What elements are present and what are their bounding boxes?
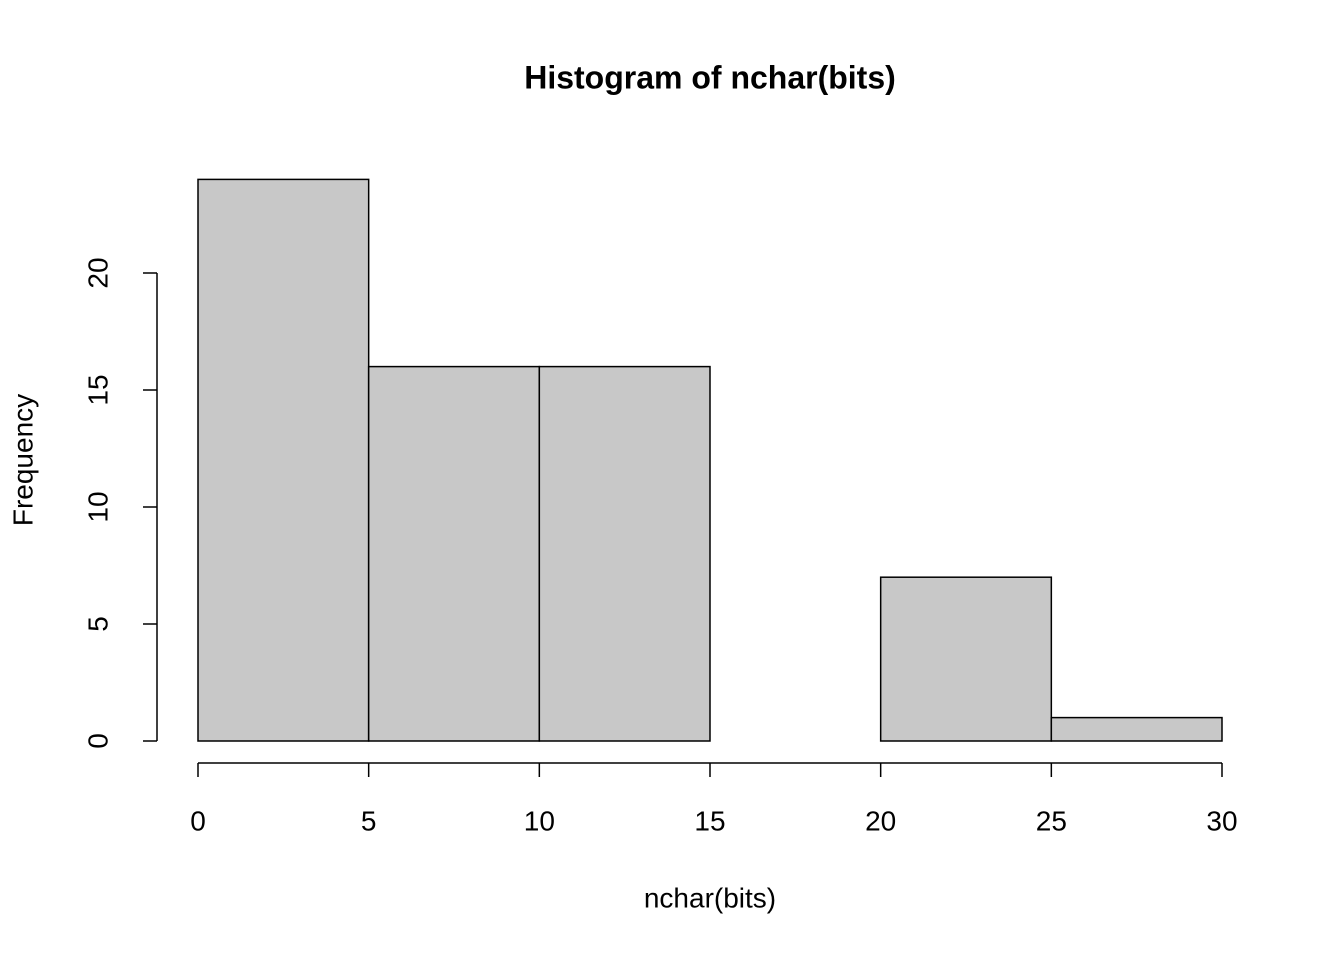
x-axis-label: nchar(bits) [644,882,776,913]
x-tick-label: 0 [190,805,206,836]
x-tick-label: 30 [1206,805,1237,836]
bar [367,365,541,742]
y-tick-label: 10 [82,491,113,522]
bar [197,178,370,742]
x-tick-label: 15 [694,805,725,836]
x-tick-label: 20 [865,805,896,836]
y-tick-label: 5 [82,616,113,632]
y-tick-label: 20 [82,257,113,288]
bar [879,576,1053,742]
y-tick-label: 15 [82,374,113,405]
x-tick-label: 5 [361,805,377,836]
y-axis-label: Frequency [7,394,38,526]
bar [1050,716,1223,742]
x-tick-label: 25 [1036,805,1067,836]
x-tick-label: 10 [524,805,555,836]
y-tick-label: 0 [82,733,113,749]
bar [538,365,711,742]
chart-title: Histogram of nchar(bits) [524,59,896,95]
